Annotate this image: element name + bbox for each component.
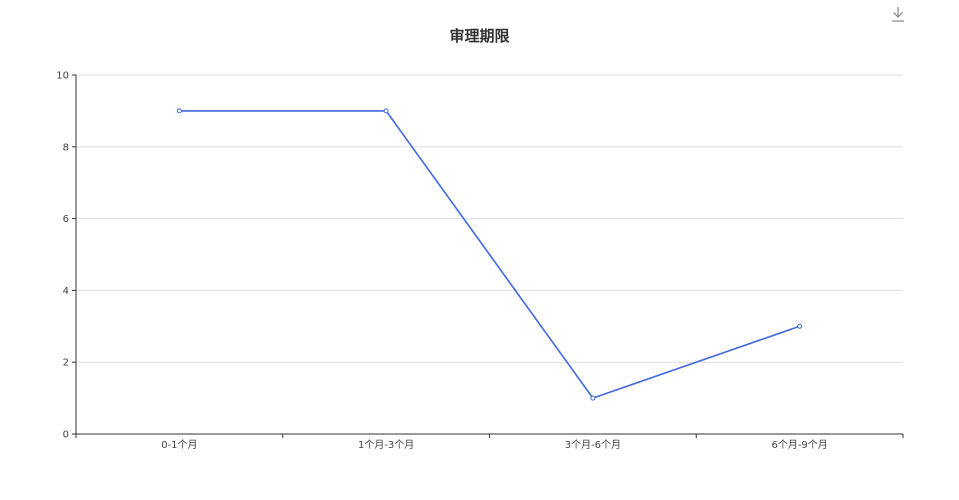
x-tick-label: 0-1个月 bbox=[161, 439, 197, 451]
y-tick-label: 10 bbox=[56, 71, 69, 82]
data-point bbox=[797, 323, 803, 329]
chart-title: 审理期限 bbox=[449, 27, 510, 45]
grid-lines bbox=[76, 74, 903, 363]
y-tick-label: 8 bbox=[63, 142, 69, 153]
y-tick-label: 6 bbox=[63, 214, 69, 225]
axes: 0 2 4 6 8 10 0-1个月 1个月-3个月 3个月-6个月 6个月-9个月 bbox=[56, 71, 904, 451]
data-point bbox=[383, 108, 389, 114]
x-tick-label: 6个月-9个月 bbox=[771, 439, 827, 451]
download-button[interactable] bbox=[888, 4, 908, 24]
series bbox=[176, 108, 803, 401]
y-tick-label: 2 bbox=[63, 358, 69, 369]
download-icon bbox=[892, 7, 904, 22]
data-point bbox=[176, 108, 182, 114]
data-point bbox=[590, 395, 596, 401]
y-tick-label: 4 bbox=[63, 286, 69, 297]
series-line bbox=[179, 110, 800, 399]
x-tick-label: 3个月-6个月 bbox=[565, 439, 621, 451]
x-tick-label: 1个月-3个月 bbox=[358, 439, 414, 451]
y-tick-label: 0 bbox=[63, 430, 69, 441]
